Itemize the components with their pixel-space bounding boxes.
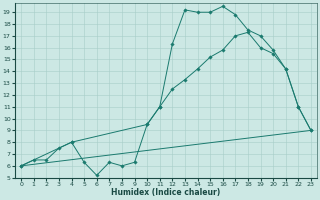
X-axis label: Humidex (Indice chaleur): Humidex (Indice chaleur) [111,188,221,197]
